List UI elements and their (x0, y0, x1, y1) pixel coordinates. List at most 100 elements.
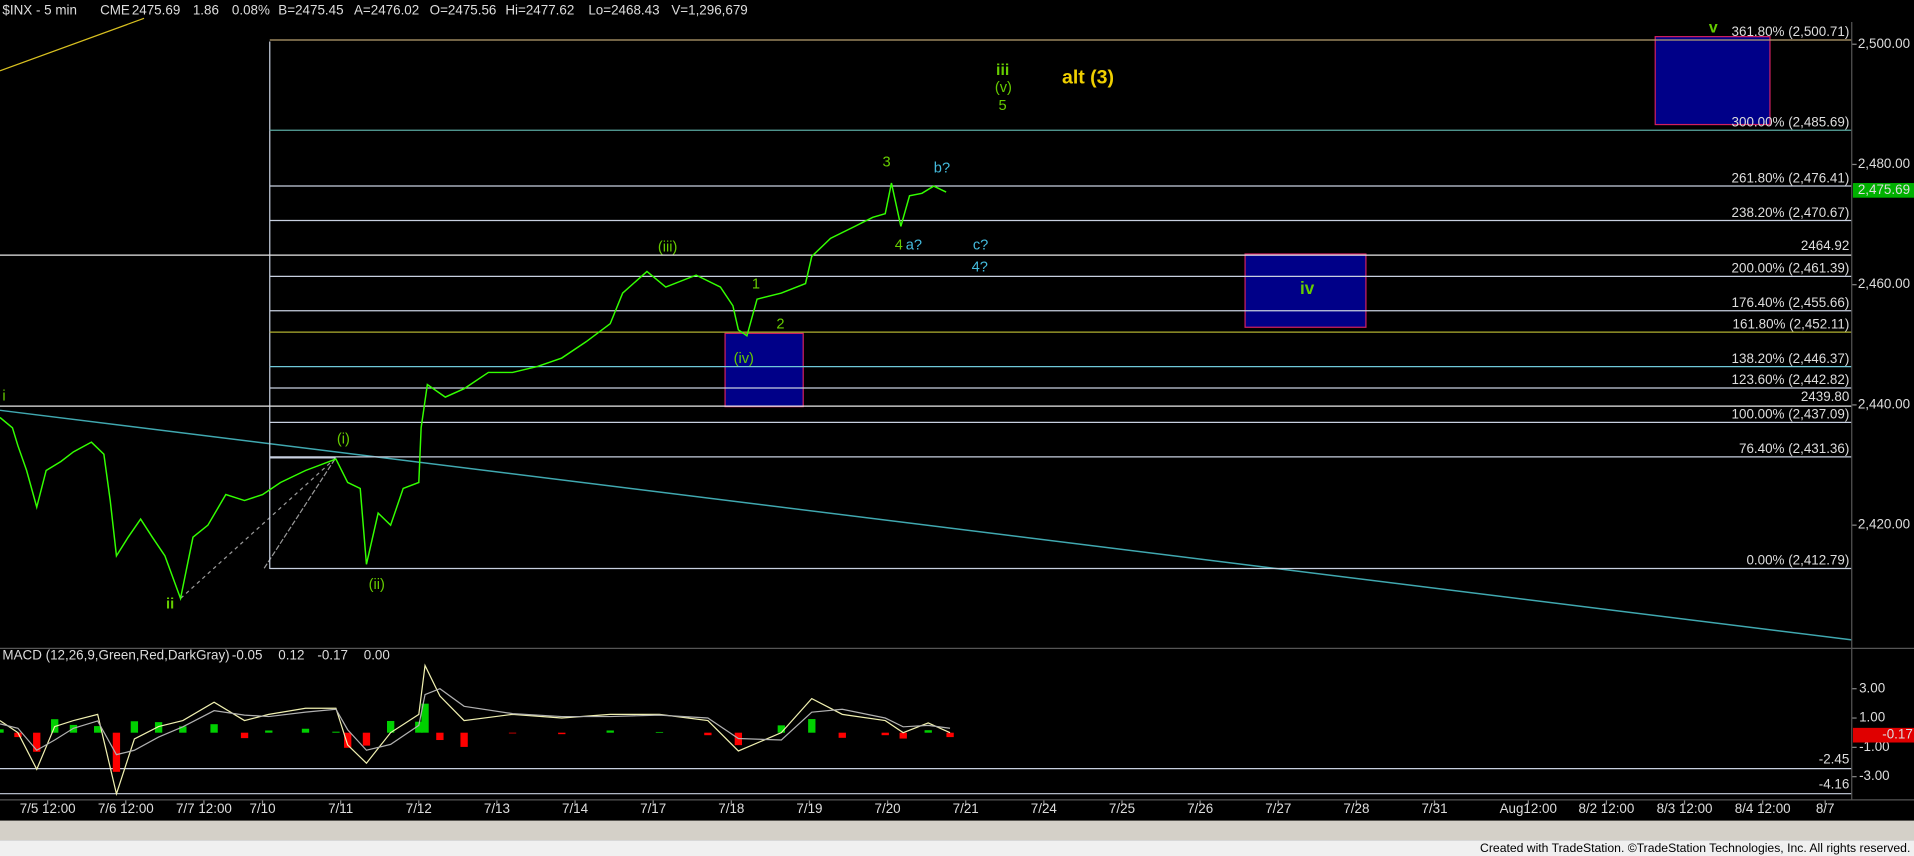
x-tick-label: 7/7 12:00 (176, 801, 232, 816)
wave-label: (v) (995, 80, 1012, 96)
wave-label: (iii) (658, 240, 678, 256)
y-tick-label: 2,440.00 (1858, 396, 1910, 411)
x-tick-label: 7/20 (875, 801, 901, 816)
x-tick-label: 7/6 12:00 (98, 801, 154, 816)
fib-label: 100.00% (2,437.09) (1732, 407, 1850, 422)
quote-field: 0.08% (232, 3, 270, 18)
x-tick-label: 7/17 (640, 801, 666, 816)
x-tick-label: 7/21 (953, 801, 979, 816)
histogram-bar (881, 732, 889, 736)
histogram-bar (301, 728, 310, 733)
last-price-box (1852, 183, 1914, 198)
y-tick-label: 2,500.00 (1858, 36, 1910, 51)
histogram-bar (0, 729, 4, 733)
price-line-label: 2439.80 (1801, 389, 1849, 404)
quote-field: Lo=2468.43 (588, 3, 659, 18)
histogram-bar (777, 725, 785, 733)
x-tick-label: 8/3 12:00 (1657, 801, 1713, 816)
histogram-bar (94, 726, 102, 733)
macd-readout: -0.17 (317, 647, 348, 662)
x-tick-label: 7/5 12:00 (20, 801, 76, 816)
histogram-bar (130, 721, 139, 733)
fib-label: 361.80% (2,500.71) (1732, 24, 1850, 39)
y-tick-label: -3.00 (1859, 768, 1890, 783)
quote-field: 1.86 (193, 3, 219, 18)
last-value-label: -0.17 (1882, 727, 1913, 742)
fib-label: 138.20% (2,446.37) (1732, 351, 1850, 366)
quote-field: Hi=2477.62 (505, 3, 574, 18)
histogram-bar (415, 721, 423, 733)
x-tick-label: 7/11 (328, 801, 353, 816)
histogram-bar (154, 722, 163, 733)
histogram-bar (704, 732, 712, 736)
drawings (0, 17, 1852, 641)
wave-label: iii (996, 62, 1009, 79)
histogram-bar (112, 732, 121, 772)
trend-line (0, 17, 145, 72)
header: $INX - 5 min (2, 3, 77, 18)
quote-field: B=2475.45 (278, 3, 343, 18)
x-tick-label: 7/12 (406, 801, 432, 816)
quote-field: V=1,296,679 (671, 3, 747, 18)
x-tick-label: 7/14 (562, 801, 589, 816)
x-tick-label: 8/7 (1816, 801, 1835, 816)
y-tick-label: -1.00 (1859, 739, 1890, 754)
histogram-bar (421, 703, 429, 733)
wave-label: 2 (776, 317, 784, 333)
target-box (1244, 253, 1367, 328)
trend-line (0, 409, 1852, 641)
fib-label: 123.60% (2,442.82) (1732, 372, 1850, 387)
fib-label: 300.00% (2,485.69) (1732, 114, 1850, 129)
wave-label: i (2, 389, 5, 405)
quote-field: O=2475.56 (430, 3, 497, 18)
wave-label: ii (166, 596, 174, 612)
target-box (724, 332, 804, 408)
fib-label: 0.00% (2,412.79) (1746, 553, 1849, 568)
x-tick-label: 7/28 (1343, 801, 1369, 816)
wave-label: alt (3) (1062, 66, 1114, 88)
indicator-title: MACD (12,26,9,Green,Red,DarkGray) (2, 647, 229, 662)
histogram-bar (362, 732, 371, 746)
histogram-bar (14, 732, 22, 738)
histogram-bar (240, 732, 249, 739)
x-tick-label: 7/31 (1421, 801, 1447, 816)
price-line-label: 2464.92 (1801, 238, 1849, 253)
x-tick-label: 7/24 (1031, 801, 1058, 816)
plot: 2,500.00 2,480.00 2,460.00 2,440.00 2,420.00… (0, 24, 1914, 816)
wave-label: (iv) (734, 351, 754, 367)
x-tick-label: Aug12:00 (1500, 801, 1557, 816)
histogram-bar (924, 730, 932, 733)
quote-field: CME (100, 3, 130, 18)
wave-label: v (1709, 19, 1718, 36)
x-tick-label: 7/13 (484, 801, 510, 816)
x-tick-label: 7/25 (1109, 801, 1135, 816)
histogram-bar (210, 724, 218, 733)
histogram-bar (33, 732, 41, 752)
x-tick-label: 7/19 (796, 801, 822, 816)
macd-readout: 0.00 (364, 647, 390, 662)
scrollbar[interactable] (0, 820, 1914, 841)
wave-label: 3 (883, 154, 891, 170)
wave-label: 1 (752, 276, 760, 292)
dashed-line (180, 457, 337, 599)
fib-label: 176.40% (2,455.66) (1732, 295, 1850, 310)
x-tick-label: 7/18 (718, 801, 744, 816)
histogram-bar (606, 730, 614, 733)
y-tick-label: 1.00 (1859, 710, 1885, 725)
x-tick-label: 7/26 (1187, 801, 1213, 816)
fib-label: 238.20% (2,470.67) (1732, 205, 1850, 220)
wave-label: iv (1300, 279, 1315, 298)
macd-level-label: -4.16 (1819, 777, 1850, 792)
footer-bar (0, 840, 1914, 856)
histogram-bar (838, 732, 846, 738)
last-value-box (1852, 727, 1914, 743)
x-tick-label: 8/4 12:00 (1735, 801, 1791, 816)
wave-label: (ii) (369, 577, 385, 593)
quote-field: 2475.69 (132, 3, 180, 18)
histogram-bar (460, 732, 468, 747)
histogram-bar (508, 732, 517, 734)
wave-label: b? (934, 160, 950, 176)
histogram-bar (179, 726, 187, 733)
histogram-bar (436, 732, 444, 741)
